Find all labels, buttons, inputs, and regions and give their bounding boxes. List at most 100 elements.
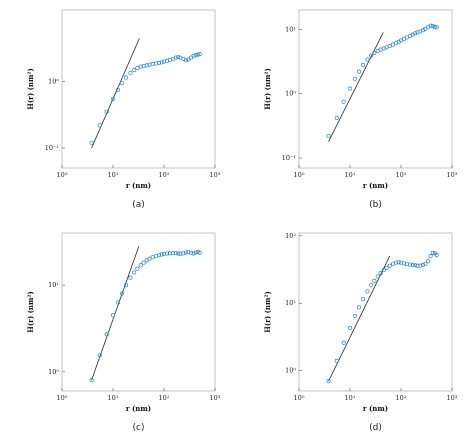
data-point [97,353,102,358]
data-point [176,251,181,256]
data-point [119,81,125,86]
data-point [334,358,339,363]
y-tick-label: 10² [285,232,296,240]
plot-frame [61,232,216,392]
data-point [410,262,415,267]
data-point [387,263,392,268]
y-tick-label: 10⁰ [285,90,296,98]
data-point [369,53,374,58]
x-tick-label: 10² [159,171,170,179]
panel-d: 10⁰ 10¹ 10² 10³ 10⁰ 10¹ 10² r (nm) H(r) (nm²) (d) [237,223,474,445]
data-point [189,250,194,255]
y-tick-label: 10⁰ [48,78,59,86]
data-point [110,313,116,318]
y-tick-label: 10⁰ [48,368,59,376]
data-point [432,24,437,30]
data-point [195,52,200,57]
data-point [426,259,431,264]
data-point [428,23,433,28]
power-law-fit-line [91,38,140,149]
x-tick-label: 10⁰ [57,394,68,402]
x-tick-label: 10⁰ [294,171,305,179]
x-tick-label: 10⁰ [294,394,305,402]
data-point [119,291,125,296]
data-point [365,289,370,294]
panel-b: 10⁰ 10¹ 10² 10³ 10⁻¹ 10⁰ 10¹ r (nm) H(r) (nm²) (b… [237,0,474,222]
data-point [347,86,353,91]
y-tick-label: 10⁰ [285,367,296,375]
data-point [123,283,129,288]
data-point [378,271,383,276]
data-point [97,123,102,128]
data-point [150,255,155,260]
x-axis-label: r (nm) [126,181,151,190]
data-point [186,250,191,255]
data-point [147,256,152,261]
x-tick-label: 10⁰ [57,171,68,179]
data-point [375,274,380,279]
data-point [176,54,181,60]
data-point [181,251,186,256]
data-point [183,58,189,63]
chart-a-svg: 10⁰ 10¹ 10² 10³ 10⁻¹ 10⁰ r (nm) H(r) (nm²) (a) [26,9,221,210]
data-point [372,50,377,55]
data-point [173,251,178,256]
data-point [170,251,176,256]
panel-label-a: (a) [132,200,145,210]
plot-frame [298,232,453,392]
y-tick-label: 10¹ [285,25,296,33]
data-point [423,261,428,266]
data-point [398,38,404,43]
data-point [347,325,353,331]
x-tick-label: 10³ [447,394,458,402]
data-point [115,300,120,305]
data-point [434,252,439,257]
data-point [384,265,389,270]
data-point [420,262,426,267]
x-axis-label: r (nm) [126,404,151,413]
data-point [104,109,109,114]
data-point [178,251,183,256]
chart-d-svg: 10⁰ 10¹ 10² 10³ 10⁰ 10¹ 10² r (nm) H(r) (nm²) (d) [263,232,458,433]
data-point [104,332,109,337]
data-point [365,57,370,62]
data-point [157,253,162,258]
data-point [430,250,435,255]
panel-label-c: (c) [133,423,145,433]
x-axis-label: r (nm) [363,404,388,413]
data-point [372,278,377,283]
panel-label-b: (b) [369,200,382,210]
data-point [157,60,162,65]
data-point [415,263,420,268]
y-tick-label: 10⁻¹ [45,144,60,152]
x-tick-label: 10² [159,394,170,402]
x-tick-label: 10² [396,171,407,179]
data-point [144,63,149,68]
data-point [173,55,178,60]
panel-a: 10⁰ 10¹ 10² 10³ 10⁻¹ 10⁰ r (nm) H(r) (nm²) (a) [0,0,237,222]
data-point [141,260,146,265]
x-tick-label: 10¹ [108,171,119,179]
data-point [191,53,196,58]
y-axis-label: H(r) (nm²) [263,68,272,110]
chart-c-svg: 10⁰ 10¹ 10² 10³ 10⁰ 10¹ r (nm) H(r) (nm²) (c) [26,232,221,433]
data-point [413,263,418,268]
data-point [135,66,140,71]
y-axis-label: H(r) (nm²) [26,68,35,110]
data-point [402,261,407,266]
data-point [430,23,435,29]
data-point [326,133,331,139]
chart-b-svg: 10⁰ 10¹ 10² 10³ 10⁻¹ 10⁰ 10¹ r (nm) H(r) (nm²) (b… [263,9,458,210]
data-point [381,268,386,273]
data-point [404,35,409,40]
data-point [197,250,202,255]
data-point [356,69,362,74]
data-point [413,31,418,36]
data-point [341,340,346,345]
data-point [341,99,346,104]
y-axis-label: H(r) (nm²) [26,291,35,333]
data-point [387,44,392,49]
data-point [418,263,423,268]
data-point [154,61,159,66]
